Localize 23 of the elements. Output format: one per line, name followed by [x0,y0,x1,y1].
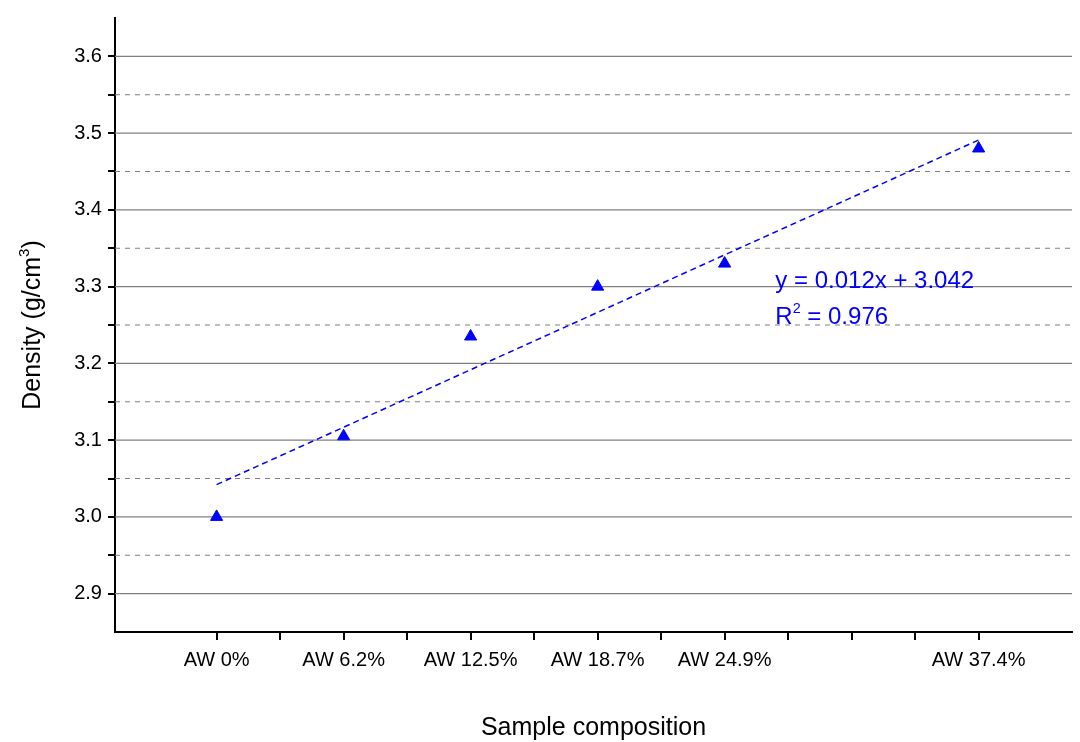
x-axis-title: Sample composition [480,712,707,740]
x-tick-label: AW 37.4% [931,647,1026,670]
x-tick-label: AW 24.9% [677,647,772,670]
y-tick-label: 3.2 [74,350,102,373]
x-tick-label: AW 6.2% [302,647,386,670]
y-tick-label: 3.0 [74,504,102,527]
point [718,256,732,268]
y-tick-label: 3.6 [74,43,102,66]
point [464,329,478,341]
point [972,140,986,153]
y-tick-label: 3.3 [74,274,102,297]
point [210,509,224,521]
x-tick-label: AW 0% [183,647,250,670]
y-tick-label: 3.5 [74,120,102,143]
x-tick-label: AW 18.7% [550,647,645,670]
y-axis-title: Density (g/cm3) [14,240,45,410]
point [337,428,351,441]
y-tick-label: 3.1 [74,427,102,450]
y-tick-label: 3.4 [74,197,102,220]
point [591,279,605,291]
x-tick-label: AW 12.5% [423,647,518,670]
annotation: y = 0.012x + 3.042 [775,266,975,293]
y-tick-label: 2.9 [74,581,102,604]
